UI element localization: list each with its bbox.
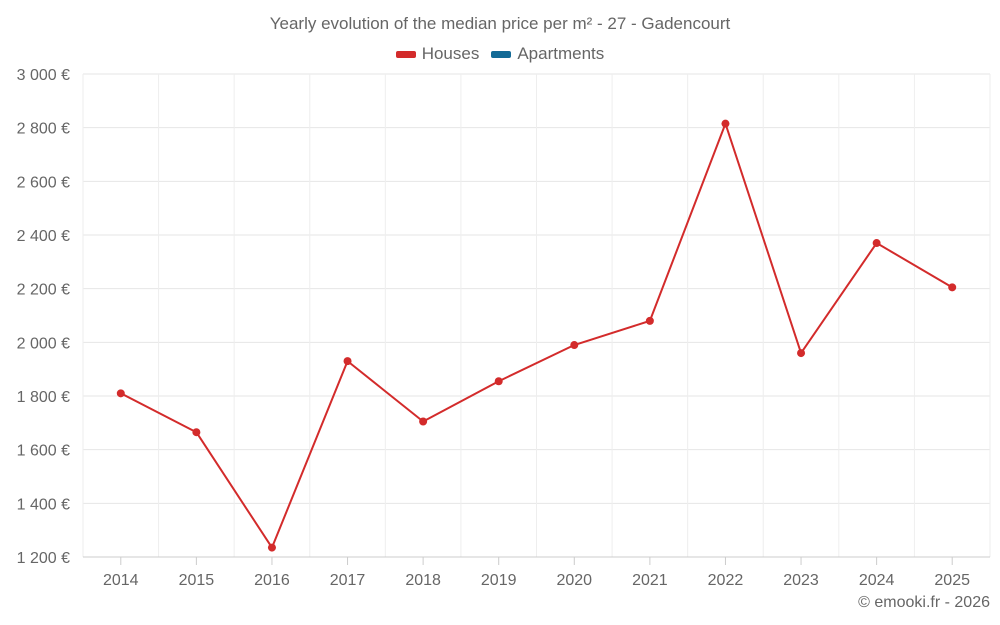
data-point-houses-2016 <box>267 543 276 552</box>
y-tick-label-2600: 2 600 € <box>17 174 70 191</box>
data-point-houses-2017 <box>343 357 352 366</box>
x-tick-label-2014: 2014 <box>103 572 139 589</box>
data-point-houses-2020 <box>570 341 579 350</box>
chart-legend: Houses Apartments <box>0 44 1000 64</box>
data-point-houses-2021 <box>645 316 654 325</box>
x-tick-label-2023: 2023 <box>783 572 819 589</box>
x-tick-label-2024: 2024 <box>859 572 895 589</box>
y-tick-label-1600: 1 600 € <box>17 443 70 460</box>
y-tick-label-1800: 1 800 € <box>17 389 70 406</box>
data-point-houses-2015 <box>192 428 201 437</box>
x-tick-label-2016: 2016 <box>254 572 290 589</box>
x-tick-label-2021: 2021 <box>632 572 668 589</box>
data-point-houses-2023 <box>797 349 806 358</box>
x-tick-label-2020: 2020 <box>556 572 592 589</box>
data-point-houses-2025 <box>948 283 957 292</box>
chart-title: Yearly evolution of the median price per… <box>269 14 731 33</box>
x-tick-label-2015: 2015 <box>179 572 215 589</box>
y-tick-label-1200: 1 200 € <box>17 550 70 567</box>
y-tick-label-2800: 2 800 € <box>17 121 70 138</box>
data-point-houses-2014 <box>116 389 125 398</box>
y-tick-label-3000: 3 000 € <box>17 67 70 84</box>
legend-label-houses: Houses <box>421 44 480 63</box>
legend-swatch-apartments <box>491 50 512 58</box>
legend-item-houses[interactable]: Houses <box>395 44 480 64</box>
x-tick-label-2018: 2018 <box>405 572 441 589</box>
x-tick-label-2019: 2019 <box>481 572 517 589</box>
credit-text: © emooki.fr - 2026 <box>858 594 990 611</box>
series-line-houses <box>120 122 953 549</box>
data-point-houses-2022 <box>721 119 730 128</box>
y-tick-label-1400: 1 400 € <box>17 496 70 513</box>
x-tick-label-2017: 2017 <box>330 572 366 589</box>
legend-label-apartments: Apartments <box>517 44 605 63</box>
data-point-houses-2019 <box>494 377 503 386</box>
y-tick-label-2200: 2 200 € <box>17 282 70 299</box>
y-tick-label-2400: 2 400 € <box>17 228 70 245</box>
data-point-houses-2024 <box>872 239 881 248</box>
legend-item-apartments[interactable]: Apartments <box>491 44 604 64</box>
legend-swatch-houses <box>395 50 416 58</box>
y-tick-label-2000: 2 000 € <box>17 335 70 352</box>
x-tick-label-2022: 2022 <box>708 572 744 589</box>
x-tick-label-2025: 2025 <box>934 572 970 589</box>
data-point-houses-2018 <box>419 417 428 426</box>
